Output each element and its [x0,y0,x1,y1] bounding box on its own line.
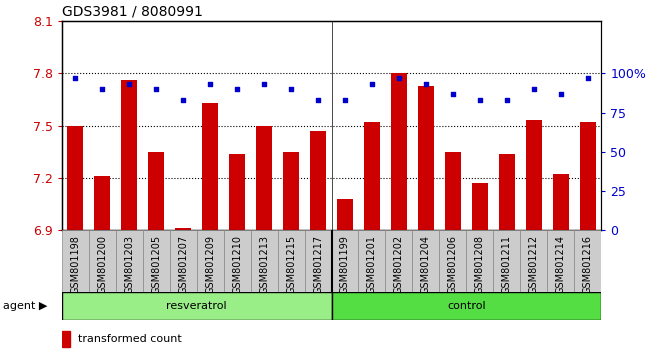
Point [421,81,431,87]
Bar [278,230,304,292]
Point [582,75,593,81]
Text: GSM801213: GSM801213 [259,235,269,294]
Text: control: control [447,301,486,311]
Text: agent ▶: agent ▶ [3,301,47,311]
Point [151,86,161,92]
Point [124,81,135,87]
Bar [364,122,380,230]
Point [97,86,107,92]
Bar [62,230,88,292]
Bar [439,230,467,292]
Bar [88,230,116,292]
Text: GDS3981 / 8080991: GDS3981 / 8080991 [62,5,203,19]
Bar [229,154,245,230]
Point [286,86,296,92]
Bar [418,86,434,230]
Bar [224,230,251,292]
Bar [94,176,111,230]
Point [474,97,485,103]
Bar [143,230,170,292]
Point [70,75,81,81]
Bar [62,292,332,320]
Text: GSM801211: GSM801211 [502,235,512,294]
Text: GSM801206: GSM801206 [448,235,458,294]
Bar [175,228,191,230]
Bar [256,126,272,230]
Text: GSM801200: GSM801200 [98,235,107,294]
Point [448,91,458,97]
Bar [521,230,547,292]
Point [340,97,350,103]
Text: GSM801210: GSM801210 [232,235,242,294]
Bar [283,152,299,230]
Bar [121,80,137,230]
Bar [62,331,70,347]
Bar [552,175,569,230]
Bar [337,199,353,230]
Text: GSM801215: GSM801215 [286,235,296,294]
Text: GSM801217: GSM801217 [313,235,323,294]
Text: GSM801207: GSM801207 [178,235,188,294]
Bar [499,154,515,230]
Bar [493,230,521,292]
Point [259,81,269,87]
Point [394,75,404,81]
Point [205,81,215,87]
Text: GSM801204: GSM801204 [421,235,431,294]
Text: resveratrol: resveratrol [166,301,227,311]
Bar [170,230,196,292]
Point [178,97,188,103]
Text: GSM801212: GSM801212 [529,235,539,294]
Point [232,86,242,92]
Text: GSM801198: GSM801198 [70,235,80,294]
Bar [391,73,407,230]
Bar [413,230,439,292]
Text: GSM801202: GSM801202 [394,235,404,294]
Bar [472,183,488,230]
Text: GSM801208: GSM801208 [475,235,485,294]
Bar [332,292,601,320]
Bar [575,230,601,292]
Bar [304,230,332,292]
Text: GSM801216: GSM801216 [583,235,593,294]
Text: GSM801203: GSM801203 [124,235,134,294]
Bar [196,230,224,292]
Text: transformed count: transformed count [78,333,182,344]
Bar [526,120,542,230]
Bar [67,126,83,230]
Bar [148,152,164,230]
Text: GSM801209: GSM801209 [205,235,215,294]
Bar [116,230,143,292]
Bar [359,230,385,292]
Bar [251,230,278,292]
Text: GSM801201: GSM801201 [367,235,377,294]
Point [313,97,323,103]
Text: GSM801205: GSM801205 [151,235,161,294]
Bar [547,230,575,292]
Text: GSM801214: GSM801214 [556,235,566,294]
Bar [580,122,596,230]
Point [502,97,512,103]
Bar [385,230,413,292]
Bar [202,103,218,230]
Text: GSM801199: GSM801199 [340,235,350,294]
Bar [332,230,359,292]
Bar [445,152,461,230]
Point [528,86,539,92]
Point [367,81,377,87]
Bar [467,230,493,292]
Point [556,91,566,97]
Bar [310,131,326,230]
